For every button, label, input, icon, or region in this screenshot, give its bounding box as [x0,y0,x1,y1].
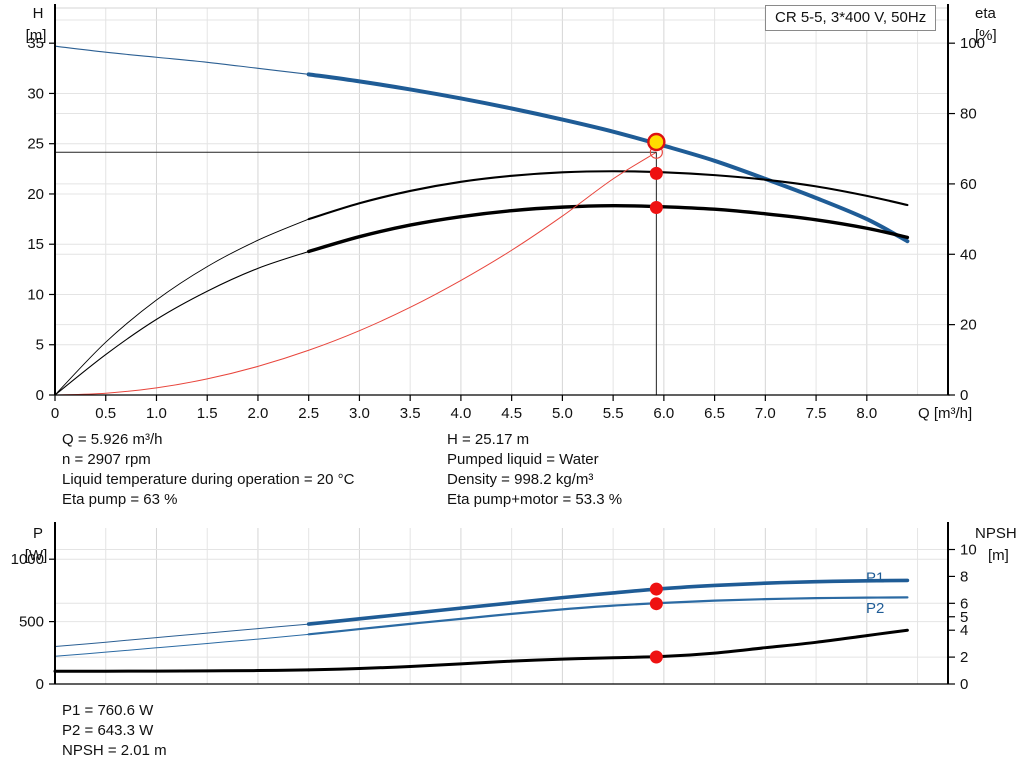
operating-point-group [649,582,663,664]
eta-pump-motor-curve [306,204,910,254]
eta-tick-0: 0 [960,387,968,404]
npsh-axis-title: NPSH [975,525,1017,542]
npsh-tick-10: 10 [960,542,977,559]
h-tick-20: 20 [27,186,44,203]
info-line-bottom-1: P2 = 643.3 W [62,722,154,739]
p1-curve-thin [54,623,309,648]
info-line-left-0: Q = 5.926 m³/h [62,431,163,448]
head-curve [306,72,910,244]
q-tick-7.0: 7.0 [755,405,776,422]
npsh-tick-4: 4 [960,622,968,639]
q-tick-2.5: 2.5 [298,405,319,422]
eta-pump-curve [307,170,909,221]
eta-pump-motor-marker [649,200,663,214]
info-line-bottom-2: NPSH = 2.01 m [62,742,167,759]
q-tick-2.0: 2.0 [248,405,269,422]
eta-axis-unit: [%] [975,27,997,44]
eta-tick-60: 60 [960,176,977,193]
p-axis-title: P [33,525,43,542]
q-tick-3.0: 3.0 [349,405,370,422]
head-efficiency-chart: 0 5 10 15 20 25 30 35 0 20 40 60 80 100 0 0.5 1.0 1.5 2.0 2… [26,4,997,422]
curves [54,45,910,396]
q-axis-title: Q [m³/h] [918,405,972,422]
p2-curve-label: P2 [866,600,884,617]
q-tick-0: 0 [51,405,59,422]
q-tick-8.0: 8.0 [856,405,877,422]
info-line-right-1: Pumped liquid = Water [447,451,599,468]
npsh-tick-8: 8 [960,568,968,585]
operating-point-marker [647,132,666,152]
npsh-tick-5: 5 [960,609,968,626]
q-tick-5.0: 5.0 [552,405,573,422]
h-tick-15: 15 [27,236,44,253]
q-tick-6.5: 6.5 [704,405,725,422]
eta-pump-curve-thin [54,218,309,396]
q-tick-4.5: 4.5 [501,405,522,422]
axes: 0 500 1000 0 2 456 8 10 [11,522,977,693]
info-line-right-2: Density = 998.2 kg/m³ [447,471,594,488]
eta-tick-80: 80 [960,106,977,123]
info-line-left-3: Eta pump = 63 % [62,491,178,508]
p1-curve-label: P1 [866,570,884,587]
operating-point-group [55,132,666,395]
eta-pump-motor-curve-thin [54,250,309,396]
npsh-tick-2: 2 [960,649,968,666]
eta-tick-40: 40 [960,246,977,263]
p-axis-unit: [W] [25,547,48,564]
h-axis-title: H [33,5,44,22]
info-line-left-1: n = 2907 rpm [62,451,151,468]
curves [53,578,910,673]
info-line-right-3: Eta pump+motor = 53.3 % [447,491,623,508]
p-tick-500: 500 [19,614,44,631]
eta-tick-20: 20 [960,317,977,334]
info-line-left-2: Liquid temperature during operation = 20… [62,471,355,488]
h-tick-25: 25 [27,136,44,153]
npsh-tick-6: 6 [960,595,968,612]
head-curve-thin [54,45,309,75]
system-curve [54,151,657,396]
p2-curve-thin [54,633,309,657]
q-tick-7.5: 7.5 [806,405,827,422]
npsh-operating-marker [649,650,663,664]
q-tick-5.5: 5.5 [603,405,624,422]
q-tick-3.5: 3.5 [400,405,421,422]
q-tick-4.0: 4.0 [450,405,471,422]
axes: 0 5 10 15 20 25 30 35 0 20 40 60 80 100 0 0.5 1.0 1.5 2.0 2… [27,4,985,422]
p1-curve [306,578,910,626]
power-npsh-chart: P1 P2 0 500 1000 0 2 456 8 10 P [W] NPSH [m] [11,522,1017,693]
eta-tick-100: 100 [960,35,985,52]
h-tick-0: 0 [36,387,44,404]
npsh-axis-unit: [m] [988,547,1009,564]
eta-pump-marker [649,166,663,180]
eta-axis-title: eta [975,5,997,22]
h-tick-30: 30 [27,85,44,102]
p-tick-1000: 1000 [11,551,44,568]
info-line-right-0: H = 25.17 m [447,431,530,448]
p-tick-0: 0 [36,676,44,693]
q-tick-6.0: 6.0 [653,405,674,422]
pump-model-title-box: CR 5-5, 3*400 V, 50Hz [765,5,937,31]
q-tick-0.5: 0.5 [95,405,116,422]
p2-operating-marker [649,597,663,611]
q-tick-1.5: 1.5 [197,405,218,422]
info-line-bottom-0: P1 = 760.6 W [62,702,154,719]
npsh-tick-0: 0 [960,676,968,693]
h-tick-5: 5 [36,337,44,354]
npsh-curve [307,628,909,672]
q-tick-1.0: 1.0 [146,405,167,422]
h-tick-35: 35 [27,35,44,52]
p1-operating-marker [649,582,663,596]
npsh-curve-low [53,668,311,673]
h-axis-unit: [m] [26,27,47,44]
p2-curve [307,596,909,636]
grid-lines [54,7,948,396]
h-tick-10: 10 [27,286,44,303]
